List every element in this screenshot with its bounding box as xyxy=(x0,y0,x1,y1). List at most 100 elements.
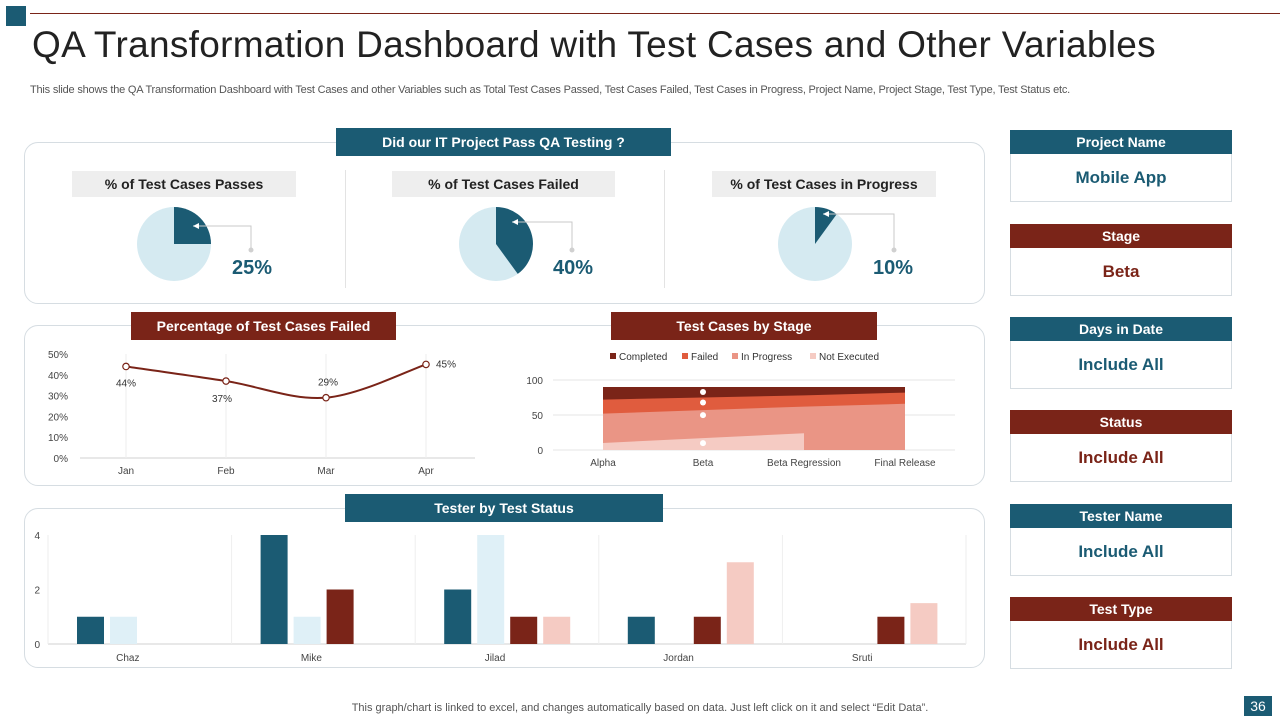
bar-y-tick: 4 xyxy=(34,531,40,542)
stage-chart-banner: Test Cases by Stage xyxy=(611,312,877,340)
failed-line xyxy=(125,363,427,400)
pie-pct-failed: 40% xyxy=(553,257,594,279)
line-y-tick: 0% xyxy=(54,454,69,465)
area-point xyxy=(700,440,706,447)
area-y-tick: 100 xyxy=(526,376,543,387)
pie-failed-leader xyxy=(512,221,573,250)
pie-divider-1 xyxy=(345,170,346,288)
bar-x-tick: Chaz xyxy=(116,653,139,664)
failed-chart-banner: Percentage of Test Cases Failed xyxy=(131,312,396,340)
pie-passed-arrow xyxy=(193,223,199,229)
area-point xyxy=(700,399,706,406)
sidebar-value-status[interactable]: Include All xyxy=(1010,434,1232,482)
bar-y-tick: 0 xyxy=(34,640,40,651)
sidebar-value-project-name[interactable]: Mobile App xyxy=(1010,154,1232,202)
area-x-tick: Alpha xyxy=(590,458,616,469)
area-legend-label: In Progress xyxy=(741,352,792,363)
line-point xyxy=(322,393,330,402)
area-legend-label: Not Executed xyxy=(819,352,879,363)
area-legend-swatch xyxy=(682,353,688,359)
sidebar-header-tester-name: Tester Name xyxy=(1010,504,1232,528)
sidebar-header-status: Status xyxy=(1010,410,1232,434)
line-data-label: 45% xyxy=(436,359,456,370)
bar xyxy=(726,562,754,644)
sidebar-header-stage: Stage xyxy=(1010,224,1232,248)
pie-failed-dot xyxy=(569,247,575,253)
pie-passed-slice xyxy=(174,207,211,244)
pie-label-passed: % of Test Cases Passes xyxy=(72,171,296,197)
bar-x-tick: Jilad xyxy=(485,653,506,664)
area-series-in-progress xyxy=(603,403,905,450)
bar-x-tick: Mike xyxy=(301,653,323,664)
pie-progress-leader xyxy=(823,213,895,250)
bar-y-tick: 2 xyxy=(34,586,40,597)
line-data-label: 37% xyxy=(212,394,232,405)
bar xyxy=(627,616,655,644)
footer-note: This graph/chart is linked to excel, and… xyxy=(351,702,929,714)
sidebar-value-days-in-date[interactable]: Include All xyxy=(1010,341,1232,389)
area-legend-swatch xyxy=(810,353,816,359)
line-x-tick: Mar xyxy=(317,466,335,477)
sidebar-header-test-type: Test Type xyxy=(1010,597,1232,621)
line-data-label: 44% xyxy=(116,378,136,389)
area-legend-label: Completed xyxy=(619,352,667,363)
line-x-tick: Apr xyxy=(418,466,434,477)
pie-chart-progress xyxy=(778,207,897,281)
top-rule xyxy=(30,13,1280,14)
line-x-tick: Feb xyxy=(217,466,235,477)
bar xyxy=(293,616,321,644)
bar xyxy=(260,535,288,644)
bar xyxy=(110,616,137,644)
line-point xyxy=(222,377,230,385)
sidebar-value-test-type[interactable]: Include All xyxy=(1010,621,1232,669)
corner-accent xyxy=(6,6,26,26)
line-x-tick: Jan xyxy=(118,466,134,477)
page-title: QA Transformation Dashboard with Test Ca… xyxy=(32,24,1156,65)
bar xyxy=(477,535,505,644)
pie-progress-dot xyxy=(891,247,897,253)
pie-failed-slice xyxy=(496,207,533,274)
line-y-tick: 30% xyxy=(48,392,68,403)
pie-chart-passed xyxy=(137,207,254,281)
pie-label-failed: % of Test Cases Failed xyxy=(392,171,615,197)
bar xyxy=(693,616,721,644)
page-subtitle: This slide shows the QA Transformation D… xyxy=(30,84,1071,96)
bar xyxy=(510,616,538,644)
pie-label-progress: % of Test Cases in Progress xyxy=(712,171,936,197)
line-point xyxy=(422,360,430,369)
area-legend-swatch xyxy=(610,353,616,359)
pie-progress-slice xyxy=(815,207,837,244)
bar-x-tick: Jordan xyxy=(663,653,694,664)
bar xyxy=(444,589,472,644)
area-x-tick: Beta Regression xyxy=(767,458,841,469)
area-point xyxy=(700,389,706,395)
sidebar-header-project-name: Project Name xyxy=(1010,130,1232,154)
area-legend-label: Failed xyxy=(691,352,718,363)
area-y-tick: 0 xyxy=(537,446,543,457)
area-point xyxy=(700,412,706,419)
stage-area-chart: Completed Failed In Progress Not Executed 0… xyxy=(526,352,955,469)
line-y-tick: 40% xyxy=(48,371,68,382)
sidebar-value-tester-name[interactable]: Include All xyxy=(1010,528,1232,576)
tester-chart-banner: Tester by Test Status xyxy=(345,494,663,522)
area-legend-swatch xyxy=(732,353,738,359)
line-y-tick: 20% xyxy=(48,412,68,423)
bar xyxy=(877,616,905,644)
bar xyxy=(543,616,571,644)
qa-testing-banner: Did our IT Project Pass QA Testing ? xyxy=(336,128,671,156)
bar xyxy=(326,589,354,644)
pie-pct-progress: 10% xyxy=(873,257,914,279)
area-y-tick: 50 xyxy=(532,411,544,422)
bar xyxy=(77,616,104,644)
line-data-label: 29% xyxy=(318,378,338,389)
bar xyxy=(910,603,938,644)
area-x-tick: Final Release xyxy=(874,458,936,469)
sidebar-value-stage[interactable]: Beta xyxy=(1010,248,1232,296)
pie-progress-arrow xyxy=(823,211,829,217)
pie-divider-2 xyxy=(664,170,665,288)
tester-panel xyxy=(24,508,985,668)
pie-chart-failed xyxy=(459,207,575,281)
page-number: 36 xyxy=(1244,696,1272,716)
line-y-tick: 50% xyxy=(48,350,68,361)
sidebar-header-days-in-date: Days in Date xyxy=(1010,317,1232,341)
